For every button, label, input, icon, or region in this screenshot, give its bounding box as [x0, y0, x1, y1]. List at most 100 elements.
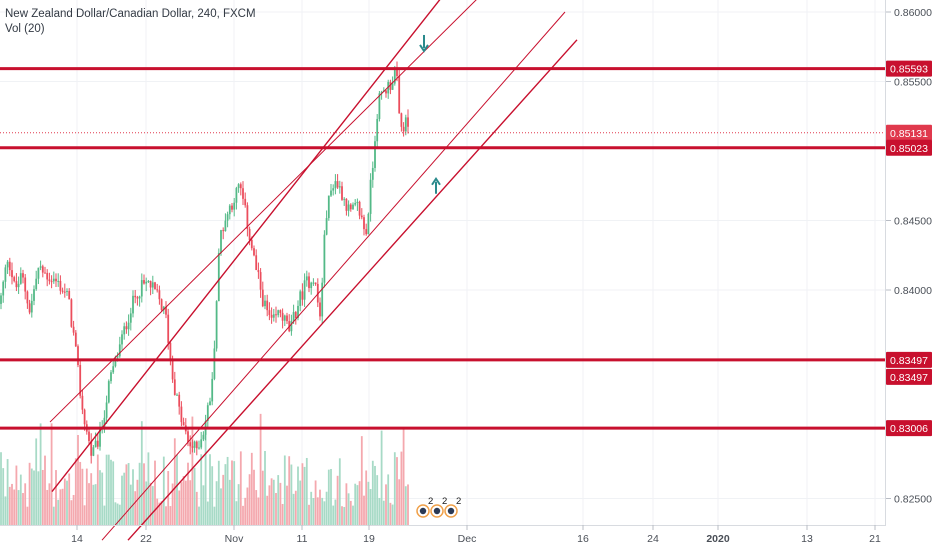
volume-bar: [303, 466, 306, 525]
volume-bar: [169, 506, 172, 525]
candle-body: [187, 431, 189, 443]
volume-bar: [358, 481, 361, 525]
candle-body: [264, 300, 266, 307]
volume-bar: [41, 469, 44, 525]
volume-bar: [215, 481, 218, 525]
volume-bars: [0, 413, 409, 525]
volume-bar: [330, 468, 332, 525]
volume-bar: [257, 497, 260, 525]
volume-bar: [17, 490, 20, 525]
candle-body: [182, 422, 185, 426]
candle-body: [33, 289, 35, 301]
volume-bar: [356, 485, 359, 525]
volume-bar: [136, 479, 139, 525]
time-axis[interactable]: 14 22 Nov 11 19 Dec 16 24 2020 13 21: [71, 525, 881, 545]
volume-bar: [336, 475, 339, 525]
volume-bar: [242, 505, 244, 525]
candle-body: [52, 278, 55, 282]
candle-body: [404, 117, 407, 132]
candle-body: [44, 272, 46, 274]
volume-bar: [114, 502, 117, 525]
time-tick-label: 11: [297, 533, 308, 545]
candle-body: [202, 434, 205, 440]
arrow-head: [431, 176, 441, 186]
volume-bar: [143, 463, 145, 525]
volume-bar: [72, 494, 75, 525]
volume-bar: [59, 489, 62, 525]
volume-bar: [24, 483, 27, 525]
volume-bar: [279, 482, 282, 525]
volume-bar: [112, 461, 115, 525]
volume-bar: [374, 465, 376, 525]
candle-body: [250, 239, 253, 249]
candle-body: [352, 204, 354, 210]
horizontal-levels[interactable]: [0, 67, 886, 430]
volume-bar: [116, 503, 119, 525]
arrow-markers[interactable]: [419, 34, 441, 194]
volume-bar: [352, 505, 354, 525]
volume-bar: [156, 498, 159, 525]
candle-body: [299, 291, 302, 306]
candle-body: [28, 303, 31, 313]
time-tick-label: 16: [577, 533, 589, 545]
candle-body: [8, 261, 11, 271]
candle-body: [48, 279, 51, 282]
volume-bar: [294, 490, 297, 525]
chart-legend: New Zealand Dollar/Canadian Dollar, 240,…: [5, 7, 256, 37]
candle-body: [279, 310, 282, 313]
down-arrow-icon: [419, 34, 429, 53]
trend-channel[interactable]: [49, 0, 578, 541]
volume-bar: [22, 493, 24, 525]
candle-body: [345, 198, 348, 211]
volume-bar: [211, 466, 214, 525]
volume-bar: [301, 463, 304, 525]
candle-body: [400, 113, 403, 127]
candle-body: [94, 440, 97, 448]
price-tag-bg: [886, 420, 932, 437]
volume-bar: [50, 423, 53, 525]
candle-body: [319, 302, 321, 317]
candle-body: [134, 295, 137, 298]
candle-body: [118, 344, 121, 357]
volume-bar: [147, 452, 150, 525]
volume-bar: [129, 484, 132, 525]
volume-bar: [376, 475, 379, 525]
candle-body: [396, 69, 398, 77]
volume-bar: [74, 458, 77, 525]
candle-body: [259, 272, 262, 290]
candle-body: [189, 442, 192, 447]
volume-bar: [283, 455, 286, 525]
volume-bar: [246, 487, 249, 525]
price-axis[interactable]: 0.86000 0.85500 0.84500 0.84000 0.82500: [886, 7, 932, 506]
candle-body: [66, 290, 68, 292]
volume-bar: [253, 469, 255, 525]
volume-bar: [200, 454, 203, 525]
candle-body: [213, 348, 216, 379]
symbol-title[interactable]: New Zealand Dollar/Canadian Dollar, 240,…: [5, 8, 256, 20]
volume-bar: [187, 462, 189, 525]
candle-body: [74, 332, 77, 347]
candle-body: [209, 401, 211, 406]
volume-indicator-label[interactable]: Vol (20): [5, 23, 45, 35]
candle-body: [92, 447, 95, 456]
candle-body: [171, 358, 174, 380]
candle-body: [347, 204, 350, 211]
candle-body: [220, 230, 222, 253]
volume-bar: [11, 483, 13, 525]
candle-body: [215, 301, 218, 349]
price-tag-label: 0.85023: [890, 143, 928, 155]
volume-bar: [63, 478, 66, 525]
price-tick-label: 0.82500: [894, 494, 932, 506]
candle-body: [169, 342, 172, 359]
volume-bar: [39, 423, 42, 525]
event-marker-icon: 2: [430, 496, 447, 518]
candle-body: [387, 82, 390, 94]
candle-body: [246, 205, 249, 229]
volume-bar: [19, 474, 22, 525]
volume-bar: [217, 460, 220, 525]
volume-bar: [123, 472, 126, 525]
candle-body: [123, 326, 126, 335]
